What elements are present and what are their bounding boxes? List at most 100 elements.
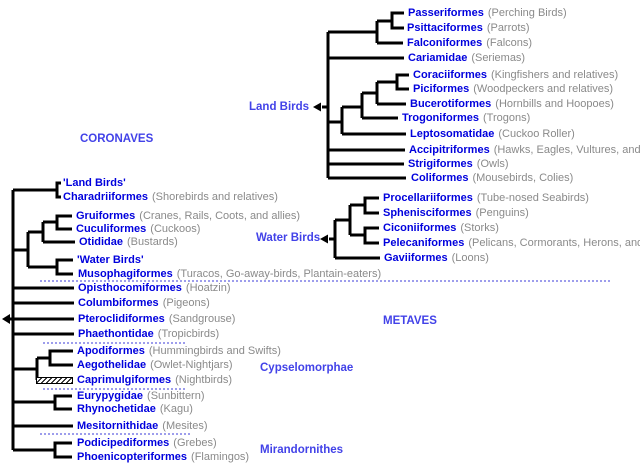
taxon-name: Psittaciformes (407, 22, 483, 34)
taxon-common-name: (Penguins) (475, 207, 529, 219)
taxon-common-name: (Grebes) (173, 437, 217, 449)
taxon-label: Bucerotiformes (Hornbills and Hoopoes) (410, 97, 614, 111)
taxon-name: Pteroclidiformes (78, 313, 165, 325)
taxon-name: Trogoniformes (402, 112, 480, 124)
taxon-common-name: (Owls) (476, 158, 509, 170)
taxon-name: Eurypygidae (77, 390, 144, 402)
taxon-name: Coraciiformes (413, 69, 487, 81)
taxon-common-name: (Sunbittern) (147, 390, 205, 402)
taxon-label: Coraciiformes (Kingfishers and relatives) (413, 68, 618, 82)
taxon-label: Opisthocomiformes (Hoatzin) (78, 281, 231, 295)
taxon-common-name: (Cuckoo Roller) (498, 128, 575, 140)
taxon-common-name: (Sandgrouse) (168, 313, 236, 325)
water-tree-branches (329, 196, 380, 260)
taxon-name: Charadriiformes (63, 191, 148, 203)
clade-label-metaves: METAVES (383, 315, 437, 327)
taxon-name: Pelecaniformes (383, 237, 465, 249)
taxon-name: Passeriformes (408, 7, 484, 19)
taxon-common-name: (Hummingbirds and Swifts) (148, 345, 281, 357)
clade-label-water-birds: Water Birds (256, 232, 321, 244)
taxon-label: 'Land Birds' (63, 176, 130, 190)
taxon-label: Passeriformes (Perching Birds) (408, 6, 567, 20)
taxon-label: Psittaciformes (Parrots) (407, 21, 530, 35)
taxon-label: Gaviiformes (Loons) (384, 251, 489, 265)
water-birds-arrow-icon (320, 234, 328, 244)
taxon-label: Cuculiformes (Cuckoos) (76, 222, 200, 236)
taxon-common-name: (Turacos, Go-away-birds, Plantain-eaters… (176, 268, 382, 280)
taxon-label: Phaethontidae (Tropicbirds) (78, 327, 219, 341)
taxon-name: Mesitornithidae (77, 420, 159, 432)
taxon-name: Ciconiiformes (383, 222, 457, 234)
taxon-label: Cariamidae (Seriemas) (408, 51, 525, 65)
taxon-name: Procellariiformes (383, 192, 473, 204)
caprimulgiformes-hatched-branch (36, 377, 73, 384)
taxon-common-name: (Loons) (451, 252, 489, 264)
land-tree-branches (322, 11, 409, 180)
taxon-common-name: (Perching Birds) (487, 7, 567, 19)
taxon-name: Columbiformes (78, 297, 159, 309)
taxon-common-name: (Storks) (460, 222, 499, 234)
taxon-label: Pelecaniformes (Pelicans, Cormorants, Her… (383, 236, 640, 250)
taxon-name: 'Water Birds' (77, 254, 144, 266)
taxon-label: Strigiformes (Owls) (408, 157, 509, 171)
taxon-common-name: (Nightbirds) (175, 374, 232, 386)
taxon-common-name: (Mesites) (162, 420, 208, 432)
taxon-label: Mesitornithidae (Mesites) (77, 419, 208, 433)
taxon-name: Musophagiformes (78, 268, 173, 280)
taxon-name: Phoenicopteriformes (77, 451, 188, 463)
taxon-label: Sphenisciformes (Penguins) (383, 206, 529, 220)
taxon-common-name: (Pelicans, Cormorants, Herons, and relat… (468, 237, 640, 249)
clade-label-cypselomorphae: Cypselomorphae (260, 362, 354, 374)
taxon-common-name: (Mousebirds, Colies) (472, 172, 574, 184)
taxon-name: Podicipediformes (77, 437, 170, 449)
clade-label-mirandornithes: Mirandornithes (260, 444, 344, 456)
taxon-name: Falconiformes (407, 37, 483, 49)
taxon-common-name: (Shorebirds and relatives) (151, 191, 278, 203)
taxon-name: 'Land Birds' (63, 177, 126, 189)
clade-label-land-birds: Land Birds (249, 101, 310, 113)
taxon-common-name: (Trogons) (483, 112, 531, 124)
taxon-label: Apodiformes (Hummingbirds and Swifts) (77, 344, 281, 358)
taxon-label: Piciformes (Woodpeckers and relatives) (413, 82, 613, 96)
taxon-name: Leptosomatidae (410, 128, 495, 140)
taxon-name: Gruiformes (76, 210, 136, 222)
taxon-common-name: (Hoatzin) (185, 282, 231, 294)
taxon-name: Phaethontidae (78, 328, 154, 340)
taxon-name: Opisthocomiformes (78, 282, 182, 294)
taxon-name: Aegothelidae (77, 359, 147, 371)
taxon-label: Otididae (Bustards) (79, 235, 178, 249)
taxon-common-name: (Tube-nosed Seabirds) (476, 192, 589, 204)
left-tree-branches (9, 181, 75, 459)
root-arrow-icon (2, 314, 10, 324)
taxon-label: Falconiformes (Falcons) (407, 36, 532, 50)
taxon-label: Eurypygidae (Sunbittern) (77, 389, 205, 403)
taxon-common-name: (Hornbills and Hoopoes) (495, 98, 614, 110)
taxon-common-name: (Cranes, Rails, Coots, and allies) (139, 210, 301, 222)
taxon-common-name: (Falcons) (486, 37, 533, 49)
taxon-common-name: (Flamingos) (191, 451, 250, 463)
taxon-common-name: (Bustards) (127, 236, 178, 248)
taxon-common-name: (Tropicbirds) (157, 328, 220, 340)
taxon-label: 'Water Birds' (77, 253, 148, 267)
taxon-label: Coliformes (Mousebirds, Colies) (411, 171, 573, 185)
taxon-label: Caprimulgiformes (Nightbirds) (77, 373, 232, 387)
taxon-name: Cariamidae (408, 52, 468, 64)
taxon-label: Rhynochetidae (Kagu) (77, 402, 193, 416)
taxon-name: Cuculiformes (76, 223, 147, 235)
taxon-common-name: (Cuckoos) (150, 223, 201, 235)
taxon-name: Rhynochetidae (77, 403, 156, 415)
taxon-common-name: (Kagu) (159, 403, 193, 415)
taxon-label: Procellariiformes (Tube-nosed Seabirds) (383, 191, 589, 205)
taxon-common-name: (Kingfishers and relatives) (490, 69, 619, 81)
taxon-common-name: (Woodpeckers and relatives) (473, 83, 614, 95)
taxon-label: Podicipediformes (Grebes) (77, 436, 217, 450)
taxon-common-name: (Owlet-Nightjars) (150, 359, 233, 371)
taxon-name: Strigiformes (408, 158, 473, 170)
taxon-label: Ciconiiformes (Storks) (383, 221, 499, 235)
taxon-name: Coliformes (411, 172, 469, 184)
taxon-name: Otididae (79, 236, 124, 248)
taxon-label: Leptosomatidae (Cuckoo Roller) (410, 127, 575, 141)
taxon-common-name: (Pigeons) (162, 297, 210, 309)
taxon-label: Musophagiformes (Turacos, Go-away-birds, … (78, 267, 381, 281)
